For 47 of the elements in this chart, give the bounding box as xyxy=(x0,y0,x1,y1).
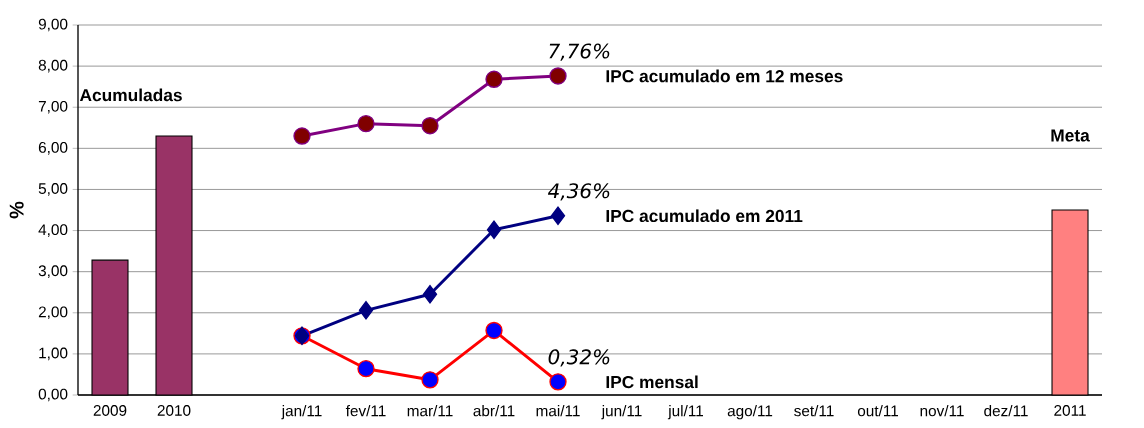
point xyxy=(549,373,567,391)
y-tick-label: 4,00 xyxy=(38,224,68,237)
y-tick-label: 7,00 xyxy=(38,100,68,114)
point xyxy=(549,67,567,85)
point xyxy=(486,220,502,240)
y-tick-label: 3,00 xyxy=(38,265,68,278)
text: IPC acumulado em 12 meses xyxy=(606,69,843,83)
text: IPC acumulado em 2011 xyxy=(606,209,803,223)
point xyxy=(550,206,566,226)
x-tick-label: fev/11 xyxy=(345,405,386,417)
x-tick-label: mar/11 xyxy=(407,405,453,417)
y-tick-label: 9,00 xyxy=(38,18,68,32)
y-tick-label: 6,00 xyxy=(38,142,68,155)
x-tick-label: 2009 xyxy=(93,405,127,416)
data-label: 7,76% xyxy=(549,43,610,61)
point xyxy=(421,371,439,389)
point xyxy=(422,284,438,304)
y-tick-label: 2,00 xyxy=(38,306,68,320)
point xyxy=(293,127,311,145)
point xyxy=(421,117,439,135)
point xyxy=(357,115,375,133)
x-tick-label: dez/11 xyxy=(984,405,1028,417)
y-tick-label: 5,00 xyxy=(38,183,68,196)
annotation: Meta xyxy=(1051,129,1090,142)
x-tick-label: jan/11 xyxy=(281,405,322,420)
y-tick-label: 8,00 xyxy=(38,59,68,73)
x-tick-label: nov/11 xyxy=(920,405,964,417)
point xyxy=(485,70,503,88)
x-tick-label: jun/11 xyxy=(601,405,642,420)
data-label: 4,36% xyxy=(547,183,610,201)
x-tick-label: 2010 xyxy=(157,405,191,416)
y-tick-label: 1,00 xyxy=(39,347,68,361)
x-tick-label: mai/11 xyxy=(536,405,580,417)
annotation: Acumuladas xyxy=(79,88,182,102)
x-tick-label: ago/11 xyxy=(727,405,773,420)
y-tick-label: 0,00 xyxy=(38,388,68,402)
x-tick-label: abr/11 xyxy=(473,405,515,417)
x-tick-label: out/11 xyxy=(857,405,898,417)
point xyxy=(357,360,375,378)
text: IPC mensal xyxy=(606,375,698,389)
point xyxy=(485,321,503,340)
x-tick-label: jul/11 xyxy=(667,405,704,420)
point xyxy=(358,300,374,320)
y-axis-title: % xyxy=(9,201,24,219)
x-tick-label: 2011 xyxy=(1054,405,1086,416)
x-tick-label: set/11 xyxy=(794,405,834,417)
data-label: 0,32% xyxy=(548,349,610,367)
